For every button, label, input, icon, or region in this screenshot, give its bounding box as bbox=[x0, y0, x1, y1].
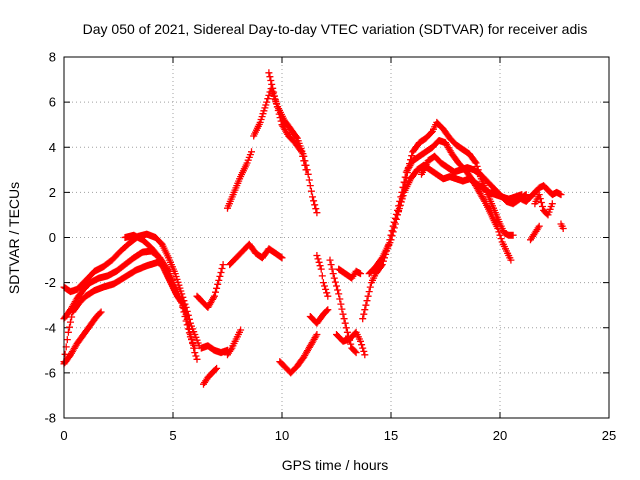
series-track-7 bbox=[197, 342, 231, 357]
y-tick-label: 8 bbox=[49, 50, 56, 65]
marker-trace bbox=[197, 342, 231, 357]
y-tick-label: -4 bbox=[44, 320, 56, 335]
series-track-13 bbox=[265, 69, 310, 174]
series-track-15 bbox=[306, 306, 332, 327]
x-tick-label: 0 bbox=[60, 428, 67, 443]
marker-trace bbox=[193, 261, 227, 311]
series-track-16 bbox=[313, 252, 332, 300]
series-track-24 bbox=[518, 182, 565, 205]
marker-trace bbox=[224, 148, 255, 212]
series-track-25 bbox=[531, 191, 556, 219]
series-track-17 bbox=[326, 256, 360, 357]
marker-trace bbox=[313, 252, 332, 300]
marker-trace bbox=[226, 240, 286, 269]
series-track-12 bbox=[250, 85, 321, 217]
marker-trace bbox=[518, 182, 565, 205]
chart-title: Day 050 of 2021, Sidereal Day-to-day VTE… bbox=[83, 21, 588, 37]
y-tick-label: -8 bbox=[44, 411, 56, 426]
series-track-6 bbox=[193, 261, 227, 311]
series-track-26 bbox=[527, 222, 543, 244]
series-track-14 bbox=[276, 331, 321, 377]
marker-trace bbox=[250, 85, 321, 217]
marker-trace bbox=[224, 326, 245, 359]
data-series bbox=[60, 69, 567, 388]
marker-trace bbox=[557, 220, 567, 232]
marker-trace bbox=[531, 191, 556, 219]
marker-trace bbox=[333, 328, 369, 359]
y-tick-label: 4 bbox=[49, 140, 56, 155]
y-tick-label: 0 bbox=[49, 230, 56, 245]
y-tick-label: -6 bbox=[44, 365, 56, 380]
series-track-27 bbox=[557, 220, 567, 232]
x-tick-label: 20 bbox=[493, 428, 507, 443]
marker-trace bbox=[527, 222, 543, 244]
y-tick-label: -2 bbox=[44, 275, 56, 290]
marker-trace bbox=[200, 364, 221, 388]
x-tick-label: 10 bbox=[275, 428, 289, 443]
marker-trace bbox=[335, 265, 364, 282]
series-track-2 bbox=[60, 258, 201, 366]
x-tick-label: 15 bbox=[384, 428, 398, 443]
series-track-9 bbox=[224, 326, 245, 359]
marker-trace bbox=[265, 69, 310, 174]
series-track-19 bbox=[335, 265, 364, 282]
series-track-5 bbox=[121, 231, 188, 309]
series-track-11 bbox=[224, 148, 255, 212]
x-tick-label: 5 bbox=[169, 428, 176, 443]
series-track-23 bbox=[418, 152, 530, 208]
marker-trace bbox=[60, 258, 201, 366]
marker-trace bbox=[121, 231, 188, 309]
y-tick-label: 6 bbox=[49, 95, 56, 110]
plot-frame bbox=[63, 56, 610, 419]
y-tick-label: 2 bbox=[49, 185, 56, 200]
marker-trace bbox=[306, 306, 332, 327]
marker-trace bbox=[326, 256, 360, 357]
series-track-10 bbox=[226, 240, 286, 269]
x-tick-label: 25 bbox=[602, 428, 616, 443]
series-track-18 bbox=[333, 328, 369, 359]
x-axis-label: GPS time / hours bbox=[282, 457, 389, 473]
axis-ticks: -8 -6 -4 -2 0 2 4 6 8 0 5 10 15 20 25 bbox=[44, 50, 616, 444]
y-axis-label: SDTVAR / TECUs bbox=[6, 182, 22, 294]
series-track-8 bbox=[200, 364, 221, 388]
marker-trace bbox=[276, 331, 321, 377]
marker-trace bbox=[418, 152, 530, 208]
